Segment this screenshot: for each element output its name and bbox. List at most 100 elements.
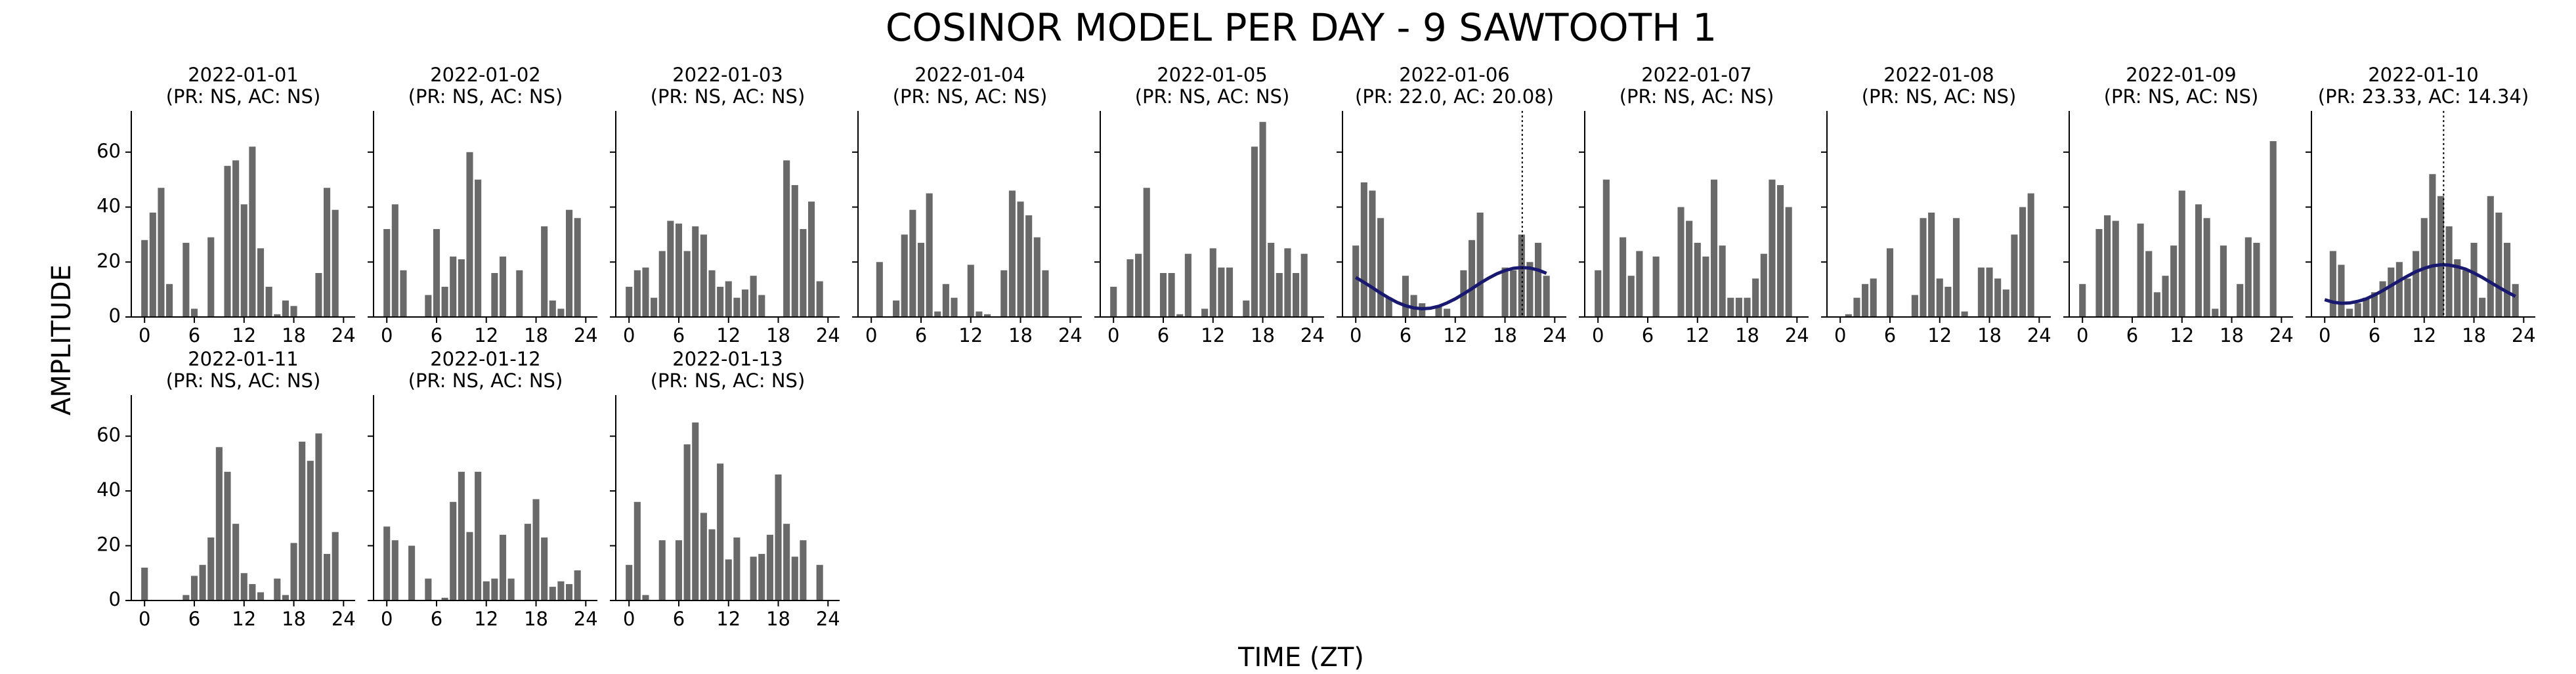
bar [651,297,658,317]
bar [224,165,231,317]
bar [1961,311,1968,317]
bar [199,564,206,600]
x-tick-label: 6 [1642,324,1654,347]
bar [1435,306,1442,317]
x-tick-label: 18 [524,324,548,347]
bar [1752,278,1759,317]
x-tick-label: 18 [2220,324,2244,347]
bar [1526,262,1534,317]
bar [315,433,322,600]
bar [1201,308,1209,317]
bar [499,256,507,317]
bar [976,311,983,317]
bar [1369,190,1376,317]
panel-subtitle: (PR: NS, AC: NS) [651,369,805,392]
bar [290,306,297,317]
bar [642,595,649,600]
x-tick-label: 12 [2170,324,2194,347]
bar [425,578,432,600]
bar [725,281,732,317]
bar [2112,221,2119,317]
bar [240,573,247,600]
bar [2002,289,2009,317]
bar [1008,190,1016,317]
x-tick-label: 18 [282,324,306,347]
bar [2395,262,2403,317]
bar [626,564,633,600]
x-tick-label: 12 [2412,324,2436,347]
x-tick-label: 24 [1785,324,1809,347]
bar [733,297,741,317]
bar [917,242,925,317]
bar [391,204,398,317]
bar [1127,259,1134,317]
bar [274,578,281,600]
x-tick-label: 6 [2369,324,2380,347]
bar [1911,295,1918,317]
bar [750,557,757,600]
panel-title: 2022-01-11 [188,348,299,370]
bar [408,545,416,600]
bar [633,270,641,317]
x-tick-label: 24 [332,608,356,630]
bar [1920,218,1927,317]
panel-title: 2022-01-01 [188,64,299,86]
bar [766,534,773,600]
bar [708,270,716,317]
bar [1744,297,1751,317]
bar [758,295,765,317]
bar [1284,248,1291,317]
x-tick-label: 12 [474,608,498,630]
panel-subtitle: (PR: NS, AC: NS) [166,85,321,108]
x-tick-label: 24 [1300,324,1325,347]
bar [717,286,724,317]
x-tick-label: 24 [816,324,840,347]
bar [1862,284,1869,317]
bar [182,595,190,600]
bar [532,499,540,600]
panel-title: 2022-01-07 [1641,64,1752,86]
bar [2269,141,2277,317]
panel-title: 2022-01-08 [1883,64,1994,86]
bar [499,534,507,600]
bar [249,146,256,317]
y-tick-label: 0 [109,305,121,327]
bar [2195,204,2202,317]
bar [1936,278,1943,317]
bar [816,564,823,600]
bar [1928,212,1935,317]
panel-subtitle: (PR: NS, AC: NS) [893,85,1048,108]
bar [1218,267,1225,317]
y-axis-label: AMPLITUDE [47,264,77,415]
bar [574,570,581,600]
x-tick-label: 6 [188,608,200,630]
bar [507,578,515,600]
bar [2237,284,2244,317]
bar [332,532,339,600]
bar [1033,237,1041,317]
bar [2253,242,2260,317]
bar [2153,292,2160,317]
x-tick-label: 12 [232,608,256,630]
bar [541,537,548,600]
bar [524,524,531,600]
bar [2388,267,2395,317]
x-tick-label: 12 [474,324,498,347]
bar [926,193,933,317]
bar [1944,286,1952,317]
bar [332,209,339,317]
bar [450,256,457,317]
bar [893,300,900,317]
bar [232,524,240,600]
bar [1268,242,1275,317]
y-tick-label: 40 [97,478,121,501]
bar [190,576,198,600]
bar [1694,242,1701,317]
bar [1510,270,1517,317]
bar [1760,253,1767,317]
x-tick-label: 12 [958,324,983,347]
bar [783,524,790,600]
panel-subtitle: (PR: 22.0, AC: 20.08) [1355,85,1554,108]
bar [2178,190,2185,317]
bar [1017,201,1024,317]
